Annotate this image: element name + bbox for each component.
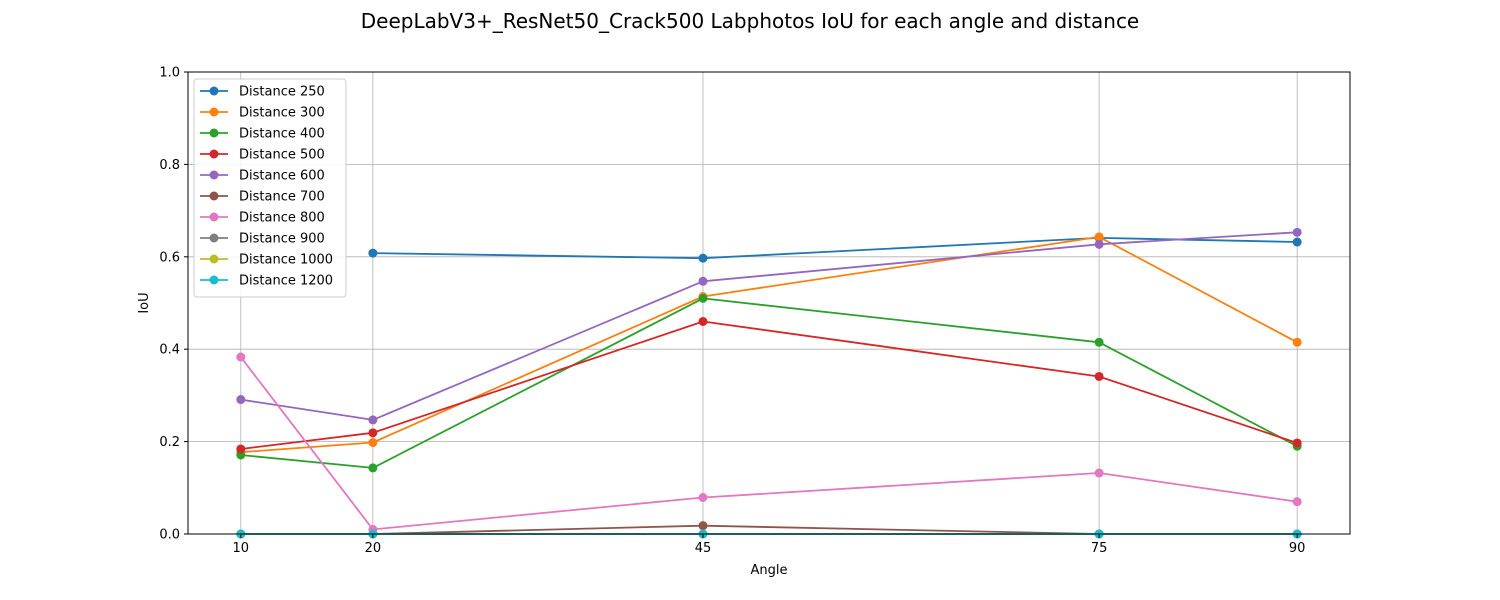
legend-label: Distance 600 (239, 169, 325, 184)
x-tick-label: 75 (1091, 541, 1108, 556)
legend-label: Distance 900 (239, 232, 325, 247)
x-tick-label: 20 (365, 541, 382, 556)
chart-title: DeepLabV3+_ResNet50_Crack500 Labphotos I… (361, 9, 1140, 33)
legend-swatch-marker (209, 128, 219, 138)
x-tick-label: 10 (233, 541, 250, 556)
series-line (240, 356, 1298, 531)
legend-label: Distance 300 (239, 106, 325, 121)
y-axis-label: IoU (137, 292, 152, 313)
data-point (236, 444, 246, 454)
x-tick-label: 90 (1289, 541, 1306, 556)
data-point (1292, 337, 1302, 347)
legend-item: Distance 800 (200, 211, 325, 226)
legend-swatch-marker (209, 170, 219, 180)
data-point (368, 415, 378, 425)
series-lines (236, 227, 1302, 539)
series-distance-400 (236, 293, 1302, 473)
data-point (1094, 232, 1104, 242)
data-point (368, 463, 378, 473)
plot-area-frame (187, 71, 1351, 535)
data-point (698, 253, 708, 263)
data-point (1292, 438, 1302, 448)
data-point (698, 276, 708, 286)
series-distance-250 (368, 233, 1302, 263)
data-point (236, 395, 246, 405)
series-distance-800 (236, 352, 1302, 534)
series-line (240, 236, 1298, 454)
legend-swatch-marker (209, 191, 219, 201)
legend-item: Distance 600 (200, 169, 325, 184)
legend-label: Distance 500 (239, 148, 325, 163)
y-tick-label: 0.6 (159, 250, 180, 265)
legend-item: Distance 400 (200, 127, 325, 142)
legend-item: Distance 1200 (200, 274, 333, 289)
data-point (236, 352, 246, 362)
legend-label: Distance 1000 (239, 253, 333, 268)
data-point (1094, 371, 1104, 381)
series-distance-600 (236, 227, 1302, 425)
data-point (698, 316, 708, 326)
legend-swatch-marker (209, 254, 219, 264)
legend-swatch-marker (209, 275, 219, 285)
series-distance-500 (236, 316, 1302, 454)
series-line (240, 231, 1298, 421)
series-line (372, 237, 1298, 260)
data-point (1094, 239, 1104, 249)
data-point (1292, 237, 1302, 247)
data-point (368, 438, 378, 448)
legend-box (193, 78, 347, 298)
series-distance-700 (236, 521, 1302, 539)
series-distance-300 (236, 232, 1302, 457)
legend-item: Distance 700 (200, 190, 325, 205)
legend-swatch-marker (209, 86, 219, 96)
legend-swatch-marker (209, 233, 219, 243)
x-tick-label: 45 (695, 541, 712, 556)
legend-label: Distance 400 (239, 127, 325, 142)
y-tick-label: 0.2 (159, 435, 180, 450)
legend-label: Distance 800 (239, 211, 325, 226)
legend-item: Distance 250 (200, 85, 325, 100)
legend-label: Distance 1200 (239, 274, 333, 289)
data-point (698, 521, 708, 531)
data-point (1292, 497, 1302, 507)
y-tick-label: 0.4 (159, 343, 180, 358)
data-point (698, 493, 708, 503)
x-axis-label: Angle (751, 563, 788, 578)
legend-item: Distance 500 (200, 148, 325, 163)
y-tick-label: 0.0 (159, 528, 180, 543)
series-line (240, 297, 1298, 469)
legend-label: Distance 250 (239, 85, 325, 100)
grid-lines (188, 71, 1350, 535)
data-point (1292, 227, 1302, 237)
y-tick-label: 1.0 (159, 66, 180, 81)
legend-item: Distance 900 (200, 232, 325, 247)
data-point (368, 248, 378, 258)
legend-swatch-marker (209, 149, 219, 159)
legend: Distance 250 Distance 300 Distance 400 Dist… (193, 78, 347, 298)
y-tick-label: 0.8 (159, 158, 180, 173)
legend-item: Distance 300 (200, 106, 325, 121)
legend-swatch-marker (209, 107, 219, 117)
legend-item: Distance 1000 (200, 253, 333, 268)
data-point (1094, 337, 1104, 347)
data-point (698, 293, 708, 303)
legend-swatch-marker (209, 212, 219, 222)
axis-ticks: 10 20 45 75 90 0.0 0.2 0.4 0.6 0.8 1.0 (159, 66, 1305, 557)
data-point (1094, 468, 1104, 478)
data-point (368, 428, 378, 438)
legend-label: Distance 700 (239, 190, 325, 205)
